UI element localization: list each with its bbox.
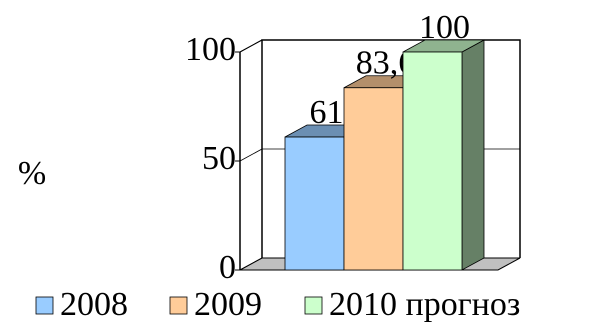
legend-label: 2008 bbox=[60, 286, 128, 323]
bar-side bbox=[461, 39, 485, 271]
grid-line bbox=[239, 148, 263, 162]
legend-swatch bbox=[304, 296, 323, 315]
legend-swatch bbox=[35, 296, 54, 315]
grid-line bbox=[239, 39, 263, 53]
bar bbox=[343, 87, 404, 271]
bar bbox=[402, 51, 463, 271]
y-tick-label: 0 bbox=[219, 249, 236, 286]
grid-line bbox=[239, 257, 263, 271]
y-tick-label: 100 bbox=[185, 31, 236, 68]
legend-label: 2009 bbox=[194, 286, 262, 323]
bar bbox=[284, 136, 345, 271]
legend-swatch bbox=[169, 296, 188, 315]
legend-label: 2010 прогноз bbox=[329, 286, 520, 323]
data-label: 61 bbox=[310, 94, 344, 131]
y-tick-label: 50 bbox=[202, 140, 236, 177]
y-axis-label: % bbox=[18, 155, 46, 192]
data-label: 100 bbox=[419, 9, 470, 46]
